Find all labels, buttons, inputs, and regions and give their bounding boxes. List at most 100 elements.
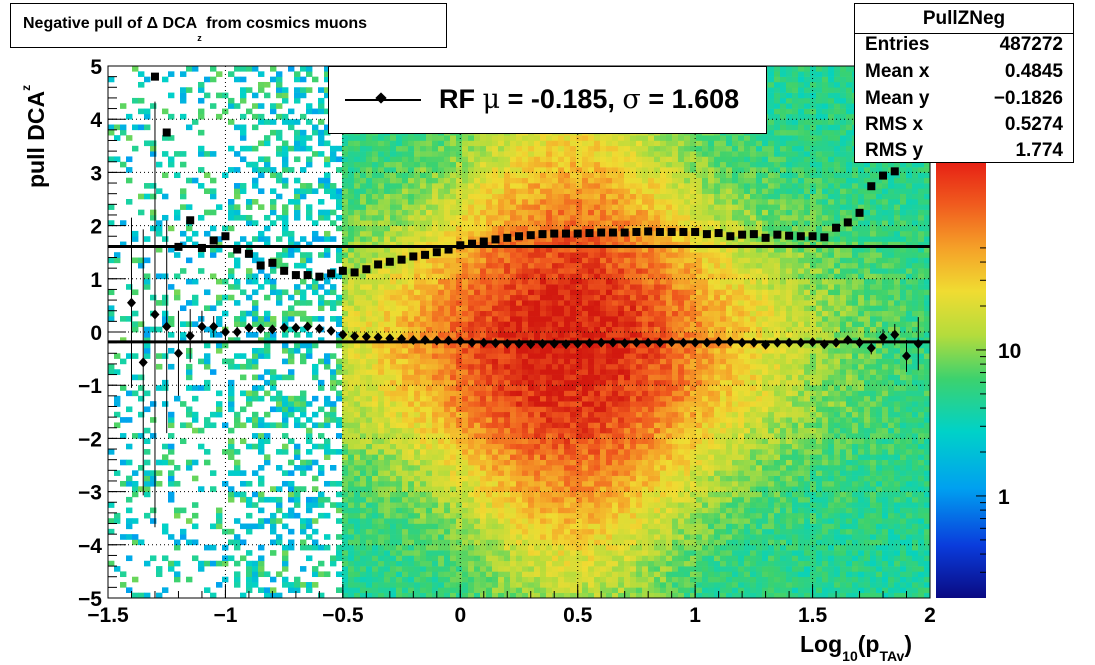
heatmap-cell: [204, 342, 211, 349]
heatmap-cell: [468, 145, 475, 152]
heatmap-cell: [468, 592, 475, 598]
heatmap-cell: [108, 518, 115, 524]
heatmap-cell: [408, 374, 415, 381]
heatmap-cell: [288, 316, 295, 322]
heatmap-cell: [486, 220, 493, 226]
heatmap-cell: [420, 449, 427, 455]
heatmap-cell: [534, 560, 541, 567]
heatmap-cell: [372, 204, 379, 210]
heatmap-cell: [420, 188, 427, 194]
heatmap-cell: [546, 385, 553, 391]
heatmap-cell: [540, 560, 547, 567]
heatmap-cell: [444, 422, 451, 429]
heatmap-cell: [246, 582, 253, 588]
heatmap-cell: [126, 177, 133, 184]
heatmap-cell: [426, 550, 433, 556]
heatmap-cell: [258, 81, 265, 88]
heatmap-cell: [528, 465, 535, 471]
heatmap-cell: [360, 401, 367, 407]
heatmap-cell: [384, 422, 391, 429]
heatmap-cell: [540, 353, 547, 359]
heatmap-cell: [354, 491, 361, 498]
heatmap-cell: [222, 278, 229, 285]
heatmap-cell: [360, 507, 367, 514]
heatmap-cell: [384, 310, 391, 317]
heatmap-cell: [174, 507, 181, 514]
heatmap-cell: [420, 592, 427, 598]
heatmap-cell: [438, 268, 445, 274]
heatmap-cell: [540, 411, 547, 418]
heatmap-cell: [186, 300, 193, 306]
heatmap-cell: [366, 241, 373, 248]
heatmap-cell: [546, 161, 553, 168]
heatmap-cell: [420, 140, 427, 147]
heatmap-cell: [420, 544, 427, 551]
heatmap-cell: [306, 582, 313, 588]
heatmap-cell: [444, 358, 451, 365]
heatmap-cell: [486, 246, 493, 253]
heatmap-cell: [210, 76, 217, 83]
heatmap-cell: [306, 459, 313, 466]
heatmap-cell: [378, 284, 385, 290]
heatmap-cell: [540, 390, 547, 397]
heatmap-cell: [456, 491, 463, 498]
heatmap-cell: [324, 534, 331, 540]
heatmap-cell: [492, 491, 499, 498]
heatmap-cell: [222, 560, 229, 567]
heatmap-cell: [498, 470, 505, 476]
heatmap-cell: [516, 300, 523, 306]
heatmap-cell: [540, 262, 547, 269]
heatmap-cell: [336, 204, 343, 210]
heatmap-cell: [450, 347, 457, 354]
heatmap-cell: [540, 252, 547, 258]
heatmap-cell: [540, 385, 547, 391]
heatmap-cell: [390, 214, 397, 221]
heatmap-cell: [432, 560, 439, 567]
heatmap-cell: [324, 76, 331, 83]
heatmap-cell: [516, 273, 523, 280]
heatmap-cell: [378, 465, 385, 471]
heatmap-cell: [384, 374, 391, 381]
heatmap-cell: [354, 576, 361, 583]
heatmap-cell: [564, 347, 571, 354]
heatmap-cell: [324, 480, 331, 487]
heatmap-cell: [246, 145, 253, 152]
heatmap-cell: [354, 566, 361, 572]
heatmap-cell: [396, 459, 403, 466]
heatmap-cell: [552, 587, 559, 593]
heatmap-cell: [504, 284, 511, 290]
heatmap-cell: [432, 395, 439, 402]
heatmap-cell: [444, 528, 451, 535]
heatmap-cell: [360, 379, 367, 386]
heatmap-cell: [480, 209, 487, 216]
heatmap-cell: [336, 321, 343, 327]
heatmap-cell: [510, 390, 517, 397]
heatmap-cell: [336, 544, 343, 551]
heatmap-cell: [462, 496, 469, 503]
heatmap-cell: [558, 273, 565, 280]
heatmap-cell: [444, 326, 451, 333]
heatmap-cell: [468, 379, 475, 386]
heatmap-cell: [474, 491, 481, 498]
heatmap-cell: [366, 257, 373, 264]
heatmap-cell: [426, 369, 433, 375]
heatmap-cell: [294, 145, 301, 152]
heatmap-cell: [462, 278, 469, 285]
heatmap-cell: [408, 592, 415, 598]
heatmap-cell: [288, 305, 295, 312]
heatmap-cell: [378, 347, 385, 354]
heatmap-cell: [486, 560, 493, 567]
heatmap-cell: [420, 496, 427, 503]
heatmap-cell: [384, 486, 391, 492]
heatmap-cell: [198, 252, 205, 258]
heatmap-cell: [372, 284, 379, 290]
heatmap-cell: [360, 347, 367, 354]
heatmap-cell: [372, 433, 379, 439]
heatmap-cell: [492, 363, 499, 370]
heatmap-cell: [258, 417, 265, 423]
heatmap-cell: [426, 230, 433, 237]
heatmap-cell: [450, 332, 457, 338]
heatmap-cell: [492, 486, 499, 492]
heatmap-cell: [420, 390, 427, 397]
heatmap-cell: [480, 273, 487, 280]
